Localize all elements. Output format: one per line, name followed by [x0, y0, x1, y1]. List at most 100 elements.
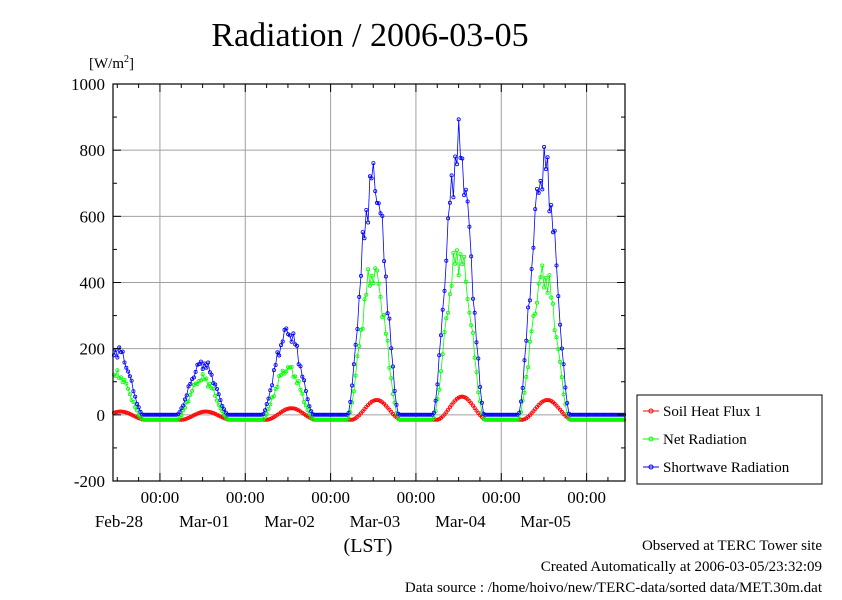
series-point	[558, 359, 563, 364]
series-point	[366, 267, 371, 272]
series-point	[213, 382, 218, 387]
series-point	[442, 330, 447, 335]
series-point	[357, 344, 362, 349]
series-point	[206, 384, 211, 389]
series-point	[558, 322, 563, 327]
series-point	[207, 409, 212, 414]
series-point	[257, 417, 262, 422]
x-tick-date-label: Mar-02	[264, 512, 315, 531]
series-point	[198, 378, 203, 383]
series-point	[476, 390, 481, 395]
series-point	[360, 230, 365, 235]
series-point	[204, 365, 209, 370]
series-point	[140, 412, 145, 417]
series-point	[390, 364, 395, 369]
series-point	[348, 399, 353, 404]
series-point	[181, 403, 186, 408]
series-point	[259, 412, 264, 417]
series-point	[527, 339, 532, 344]
series-point	[303, 388, 308, 393]
series-point	[353, 342, 358, 347]
series-line	[113, 119, 625, 416]
series-point	[122, 377, 127, 382]
series-point	[454, 248, 459, 253]
series-point	[243, 412, 248, 417]
series-point	[369, 176, 374, 181]
series-point	[390, 392, 395, 397]
series-point	[376, 281, 381, 286]
series-point	[360, 326, 365, 331]
series-point	[278, 343, 283, 348]
series-point	[131, 399, 136, 404]
series-point	[115, 409, 120, 414]
x-tick-date-label: Mar-04	[435, 512, 486, 531]
series-point	[538, 275, 543, 280]
series-point	[392, 388, 397, 393]
series-point	[293, 374, 298, 379]
series-point	[168, 412, 173, 417]
series-point	[154, 412, 159, 417]
series-point	[389, 346, 394, 351]
series-point	[383, 274, 388, 279]
series-point	[298, 387, 303, 392]
x-tick-date-label: Mar-01	[179, 512, 230, 531]
series-point	[307, 411, 312, 416]
series-point	[428, 412, 433, 417]
series-point	[277, 353, 282, 358]
series-point	[342, 412, 347, 417]
series-point	[366, 220, 371, 225]
series-point	[186, 399, 191, 404]
series-point	[195, 411, 200, 416]
series-point	[552, 228, 557, 233]
series-point	[470, 296, 475, 301]
series-point	[620, 417, 625, 422]
series-point	[533, 207, 538, 212]
series-point	[134, 408, 139, 413]
series-point	[478, 384, 483, 389]
series-point	[431, 410, 436, 415]
footer-source: Data source : /home/hoivo/new/TERC-data/…	[405, 580, 823, 595]
series-point	[376, 398, 381, 403]
series-point	[437, 387, 442, 392]
series-point	[446, 407, 451, 412]
series-point	[463, 279, 468, 284]
series-point	[479, 400, 484, 405]
footer-created: Created Automatically at 2006-03-05/23:3…	[541, 559, 822, 575]
y-tick-label: 200	[80, 340, 106, 359]
series-point	[547, 398, 552, 403]
series-point	[234, 412, 239, 417]
series-point	[378, 294, 383, 299]
series-point	[513, 417, 518, 422]
series-point	[346, 416, 351, 421]
series-point	[456, 273, 461, 278]
series-point	[275, 350, 280, 355]
series-point	[214, 386, 219, 391]
series-point	[552, 328, 557, 333]
series-point	[380, 213, 385, 218]
series-point	[538, 178, 543, 183]
series-point	[193, 381, 198, 386]
series-point	[124, 365, 129, 370]
series-point	[190, 388, 195, 393]
legend-swatch-marker	[648, 436, 654, 442]
series-point	[508, 412, 513, 417]
series-point	[444, 316, 449, 321]
series-point	[300, 391, 305, 396]
series-point	[351, 362, 356, 367]
series-point	[262, 408, 267, 413]
series-point	[200, 409, 205, 414]
series-point	[232, 417, 237, 422]
series-point	[382, 312, 387, 317]
series-point	[547, 273, 552, 278]
series-point	[520, 385, 525, 390]
series-point	[526, 365, 531, 370]
series-point	[204, 409, 209, 414]
series-point	[136, 405, 141, 410]
series-point	[371, 161, 376, 166]
series-point	[182, 397, 187, 402]
series-point	[470, 330, 475, 335]
series-point	[453, 154, 458, 159]
series-point	[127, 392, 132, 397]
series-point	[140, 417, 145, 422]
